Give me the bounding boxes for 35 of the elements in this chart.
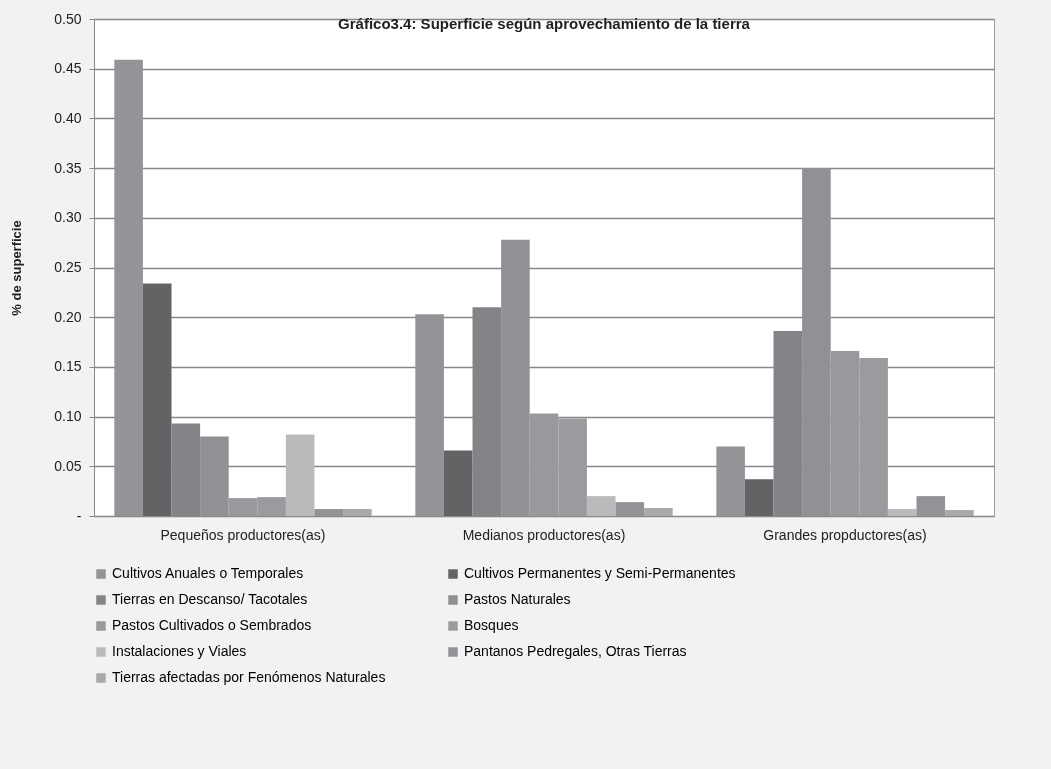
- y-tick-label: 0.15: [54, 358, 82, 375]
- legend-label: Bosques: [464, 617, 519, 633]
- bar: [343, 509, 372, 516]
- y-axis-title: % de superficie: [9, 220, 25, 316]
- y-tick-label: 0.10: [54, 408, 82, 425]
- x-tick-label: Pequeños productores(as): [160, 526, 326, 543]
- legend-label: Pastos Naturales: [464, 591, 571, 607]
- y-tick-label: -: [76, 507, 82, 524]
- y-tick-label: 0.25: [54, 259, 82, 275]
- legend-label: Tierras afectadas por Fenómenos Naturales: [112, 669, 386, 685]
- legend-label: Instalaciones y Viales: [112, 643, 247, 659]
- legend-label: Cultivos Anuales o Temporales: [112, 565, 304, 581]
- bar: [887, 509, 917, 516]
- bar: [744, 479, 774, 516]
- bar: [586, 496, 616, 516]
- y-tick-label: 0.20: [54, 308, 82, 325]
- y-tick-label: 0.50: [54, 10, 82, 27]
- bar: [644, 508, 673, 516]
- x-tick-label: Medianos productores(as): [462, 526, 626, 543]
- y-tick-label: 0.35: [54, 159, 82, 176]
- y-tick-label: 0.05: [54, 457, 82, 474]
- chart-title: Gráfico3.4: Superficie según aprovechamiento de la tierra: [338, 15, 751, 32]
- legend-label: Pantanos Pedregales, Otras Tierras: [464, 643, 687, 659]
- y-tick-label: 0.30: [54, 209, 82, 226]
- legend-label: Tierras en Descanso/ Tacotales: [112, 591, 308, 607]
- legend-label: Pastos Cultivados o Sembrados: [112, 617, 312, 633]
- bar: [142, 283, 172, 516]
- bar: [171, 423, 201, 516]
- y-tick-label: 0.45: [54, 60, 82, 77]
- bar: [285, 434, 315, 516]
- y-tick-label: 0.40: [54, 109, 82, 126]
- x-tick-label: Grandes propductores(as): [763, 526, 927, 543]
- legend-label: Cultivos Permanentes y Semi-Permanentes: [464, 565, 736, 581]
- bar: [945, 510, 974, 516]
- bar: [443, 450, 473, 516]
